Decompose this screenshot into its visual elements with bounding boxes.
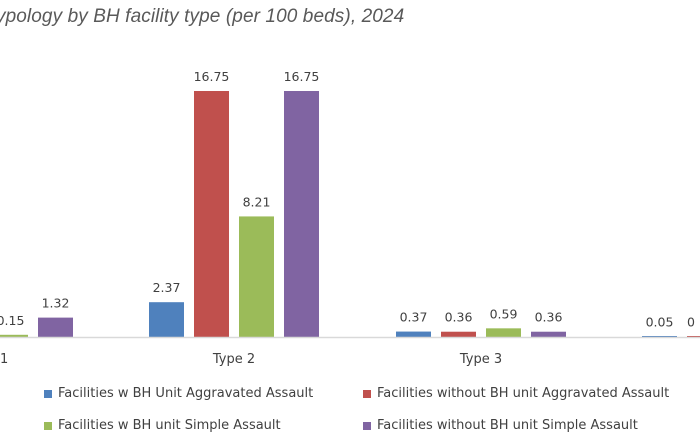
legend-swatch	[44, 389, 52, 398]
bar-1-3	[687, 336, 700, 337]
legend-swatch	[363, 389, 371, 398]
category-label: Type 2	[212, 352, 255, 367]
bar-2-2	[486, 328, 521, 337]
data-label-2-1: 8.21	[243, 194, 271, 209]
data-label-3-1: 16.75	[284, 69, 320, 84]
legend-swatch	[44, 421, 52, 430]
bar-3-2	[531, 331, 566, 337]
legend-label: Facilities w BH unit Simple Assault	[58, 418, 281, 433]
legend-item-2: Facilities w BH unit Simple Assault	[44, 418, 281, 433]
chart-title: ypology by BH facility type (per 100 bed…	[0, 6, 405, 27]
bar-1-2	[441, 331, 476, 337]
bar-0-1	[149, 302, 184, 337]
legend-label: Facilities w BH Unit Aggravated Assault	[58, 386, 314, 401]
legend-item-3: Facilities without BH unit Simple Assaul…	[363, 418, 638, 433]
data-label-3-2: 0.36	[535, 310, 563, 325]
data-label-2-0: 0.15	[0, 313, 24, 328]
data-label-0-2: 0.37	[400, 310, 428, 325]
category-label: Type 3	[459, 352, 502, 367]
data-label-1-2: 0.36	[445, 310, 473, 325]
bar-3-0	[38, 317, 73, 337]
data-label-3-0: 1.32	[42, 296, 70, 311]
legend-swatch	[363, 421, 371, 430]
legend-item-1: Facilities without BH unit Aggravated As…	[363, 386, 669, 401]
bar-0-3	[642, 336, 677, 337]
data-label-2-2: 0.59	[490, 306, 518, 321]
data-label-0-3: 0.05	[646, 314, 674, 329]
legend-item-0: Facilities w BH Unit Aggravated Assault	[44, 386, 313, 401]
legend-label: Facilities without BH unit Aggravated As…	[377, 386, 670, 401]
bar-2-0	[0, 334, 28, 337]
bar-0-2	[396, 331, 431, 337]
data-label-0-1: 2.37	[153, 280, 181, 295]
bar-2-1	[239, 216, 274, 337]
category-label: 1	[0, 352, 8, 367]
bar-3-1	[284, 91, 319, 337]
data-label-1-3: 0	[687, 314, 695, 329]
legend-label: Facilities without BH unit Simple Assaul…	[377, 418, 638, 433]
data-label-1-1: 16.75	[194, 69, 230, 84]
bar-1-1	[194, 91, 229, 337]
